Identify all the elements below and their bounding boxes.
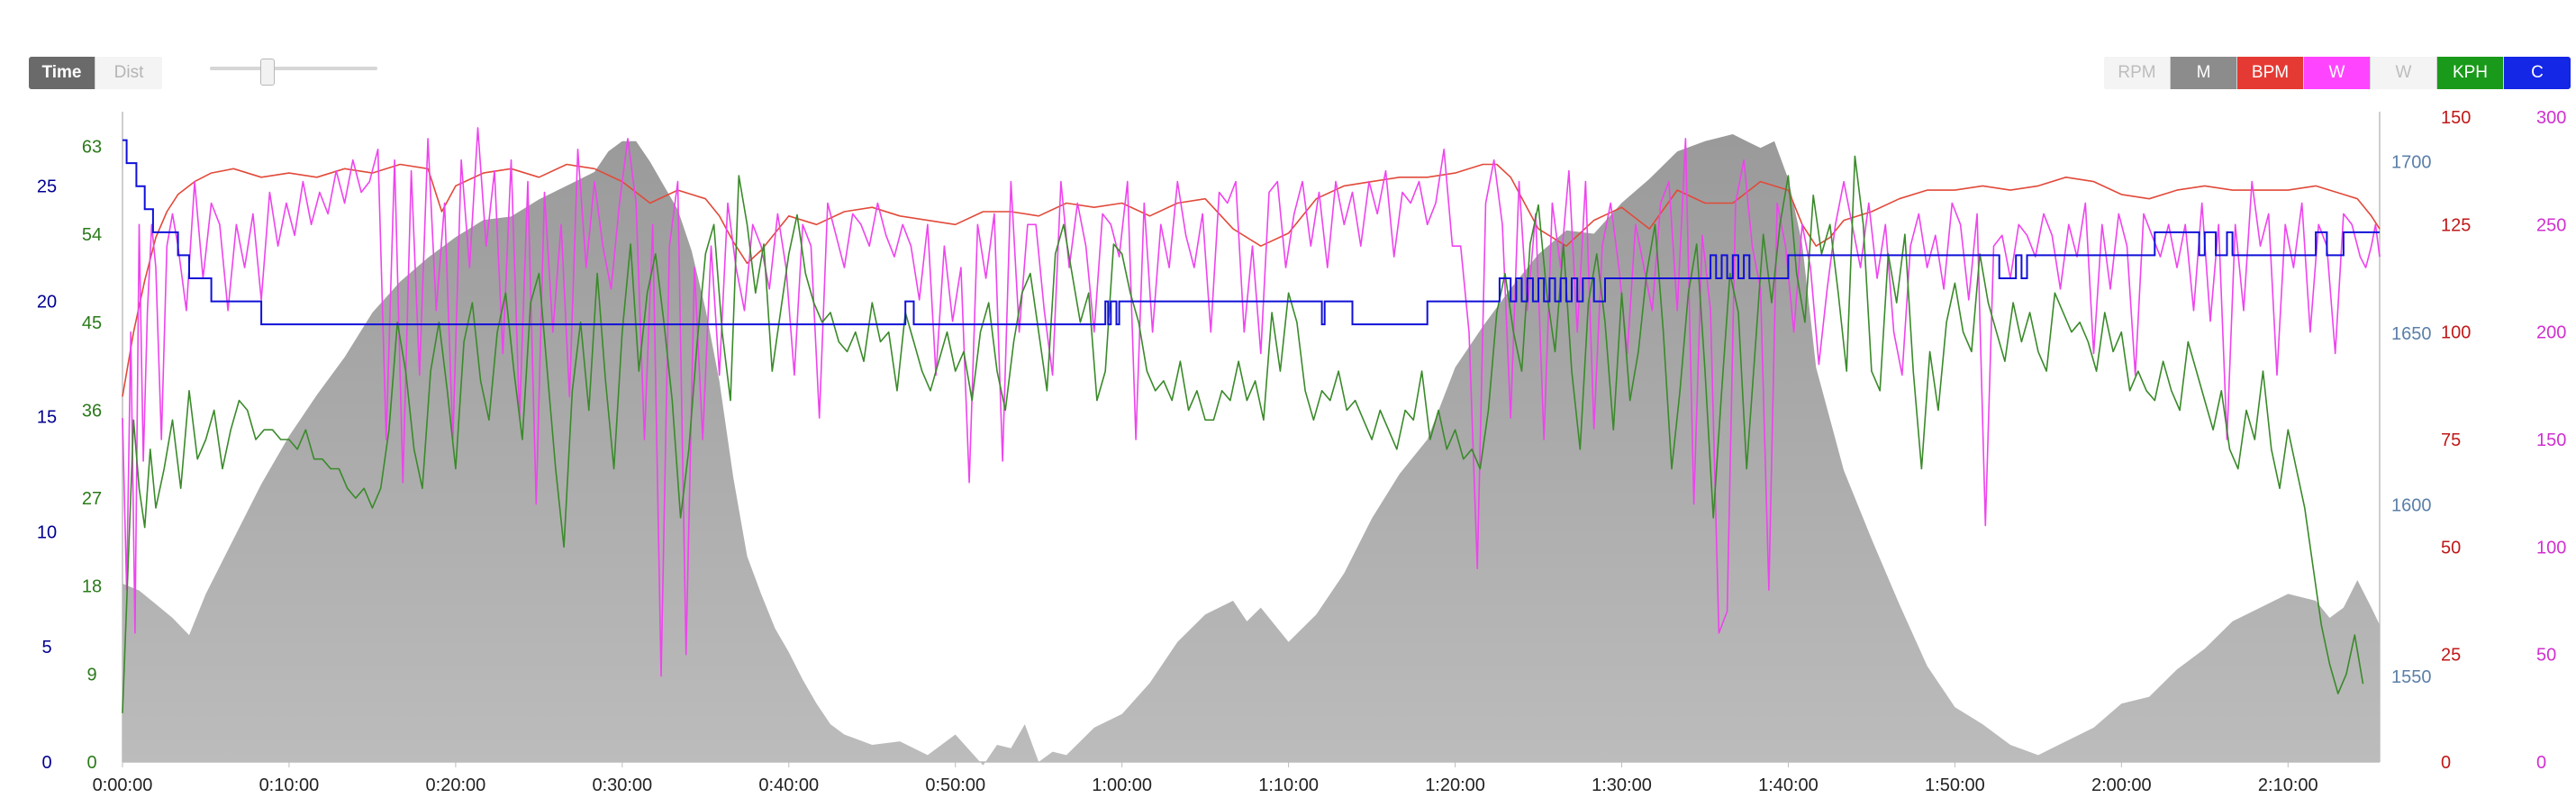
y-tick-label-m: 1600	[2391, 495, 2432, 515]
y-tick-label-w: 100	[2536, 538, 2566, 558]
y-tick-label-m: 1700	[2391, 153, 2432, 173]
smoothing-slider[interactable]	[210, 59, 377, 86]
slider-track	[210, 67, 377, 70]
x-tick-label: 0:20:00	[426, 775, 486, 795]
y-tick-label-kph: 36	[82, 401, 102, 421]
y-tick-label-w: 50	[2536, 646, 2556, 666]
series-toggle-c[interactable]: C	[2504, 57, 2571, 89]
time-mode-button[interactable]: Time	[29, 57, 95, 89]
y-tick-label-w: 0	[2536, 753, 2546, 773]
y-tick-label-bpm: 75	[2441, 431, 2461, 450]
x-axis-mode-toggle: Time Dist	[29, 57, 162, 89]
y-tick-label-kph: 45	[82, 313, 102, 333]
y-tick-label-w: 250	[2536, 215, 2566, 235]
y-tick-label-bpm: 25	[2441, 646, 2461, 666]
y-tick-label-bpm: 50	[2441, 538, 2461, 558]
series-toggle-w-secondary[interactable]: W	[2371, 57, 2437, 89]
y-tick-label-kph: 54	[82, 225, 102, 245]
y-tick-label-m: 1550	[2391, 667, 2432, 687]
x-tick-label: 1:30:00	[1592, 775, 1652, 795]
x-tick-label: 1:50:00	[1925, 775, 1985, 795]
series-kph-line	[122, 155, 2364, 713]
y-tick-label-c: 0	[41, 753, 51, 773]
x-tick-label: 1:20:00	[1425, 775, 1485, 795]
y-tick-label-kph: 0	[86, 753, 96, 773]
y-tick-label-w: 150	[2536, 431, 2566, 450]
series-toggle-m[interactable]: M	[2171, 57, 2237, 89]
y-tick-label-c: 20	[37, 293, 57, 313]
x-tick-label: 2:10:00	[2258, 775, 2318, 795]
x-tick-label: 1:00:00	[1092, 775, 1152, 795]
series-toggle-group: RPM M BPM W W KPH C	[2104, 57, 2571, 89]
x-tick-label: 0:30:00	[592, 775, 652, 795]
y-tick-label-c: 5	[41, 638, 51, 657]
y-tick-label-bpm: 0	[2441, 753, 2451, 773]
y-tick-label-bpm: 125	[2441, 215, 2471, 235]
activity-chart: 0:00:00 0:10:00 0:20:00 0:30:00 0:40:00 0:50:…	[37, 108, 2567, 795]
y-tick-label-kph: 9	[86, 665, 96, 685]
x-tick-label: 1:10:00	[1258, 775, 1319, 795]
y-tick-label-kph: 18	[82, 577, 102, 597]
x-tick-label: 2:00:00	[2091, 775, 2152, 795]
y-tick-label-m: 1650	[2391, 324, 2432, 344]
y-tick-label-c: 15	[37, 407, 57, 427]
x-tick-label: 0:10:00	[259, 775, 320, 795]
y-tick-label-c: 25	[37, 177, 57, 197]
series-toggle-kph[interactable]: KPH	[2437, 57, 2504, 89]
series-toggle-rpm[interactable]: RPM	[2104, 57, 2171, 89]
y-tick-label-bpm: 100	[2441, 323, 2471, 343]
x-tick-label: 0:40:00	[758, 775, 819, 795]
series-bpm-line	[122, 163, 2381, 397]
x-tick-label: 0:00:00	[93, 775, 153, 795]
series-toggle-bpm[interactable]: BPM	[2237, 57, 2304, 89]
y-tick-label-c: 10	[37, 522, 57, 542]
x-tick-label: 0:50:00	[925, 775, 985, 795]
series-c-line	[122, 139, 2380, 326]
distance-mode-button[interactable]: Dist	[95, 57, 162, 89]
series-layer	[122, 127, 2381, 766]
tick-labels: 0:00:00 0:10:00 0:20:00 0:30:00 0:40:00 0:50:…	[37, 108, 2567, 795]
y-tick-label-kph: 63	[82, 138, 102, 158]
y-tick-label-w: 200	[2536, 323, 2566, 343]
series-toggle-w[interactable]: W	[2304, 57, 2371, 89]
slider-thumb[interactable]	[260, 59, 275, 86]
x-tick-label: 1:40:00	[1758, 775, 1819, 795]
chart-toolbar: Time Dist RPM M BPM W W KPH C	[0, 0, 2576, 108]
y-tick-label-bpm: 150	[2441, 108, 2471, 128]
series-w-line	[122, 127, 2381, 677]
y-tick-label-kph: 27	[82, 489, 102, 509]
y-tick-label-w: 300	[2536, 108, 2566, 128]
